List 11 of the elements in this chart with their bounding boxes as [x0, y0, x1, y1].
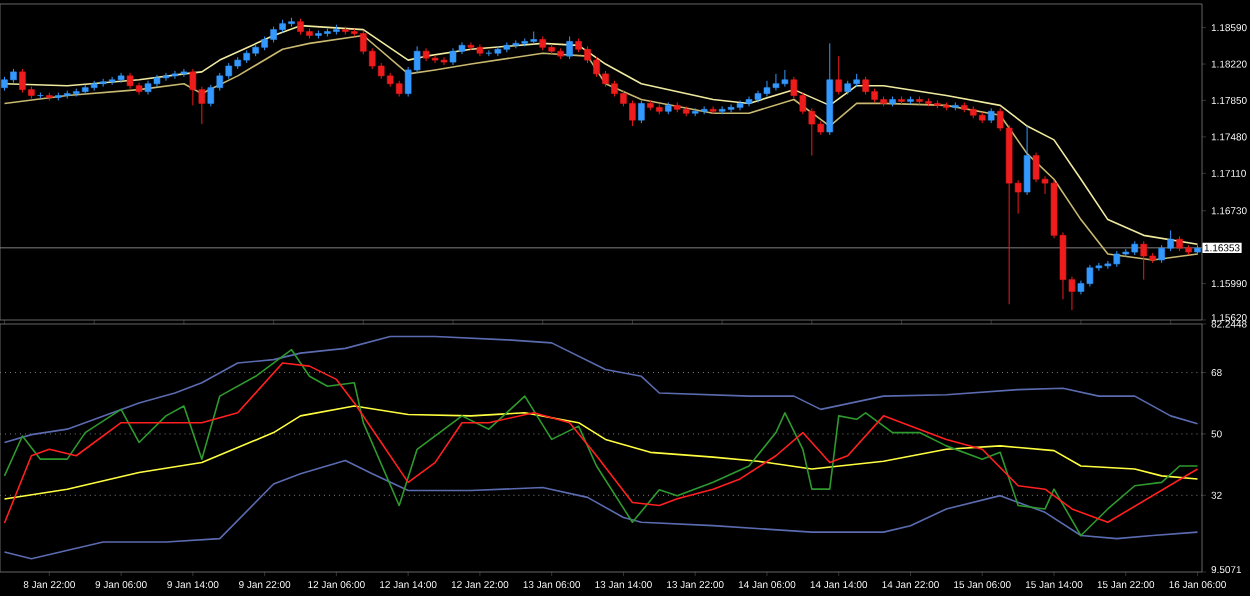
candlestick: [117, 72, 125, 84]
candlestick: [835, 55, 842, 96]
candlestick: [566, 35, 573, 60]
line-series: [3, 405, 1199, 500]
candlestick: [1023, 125, 1031, 196]
candlestick: [638, 99, 645, 124]
line-series: [3, 335, 1199, 444]
line-series: [3, 459, 1199, 560]
candlestick: [189, 68, 197, 106]
candlestick: [494, 45, 502, 57]
candlestick: [709, 105, 717, 115]
